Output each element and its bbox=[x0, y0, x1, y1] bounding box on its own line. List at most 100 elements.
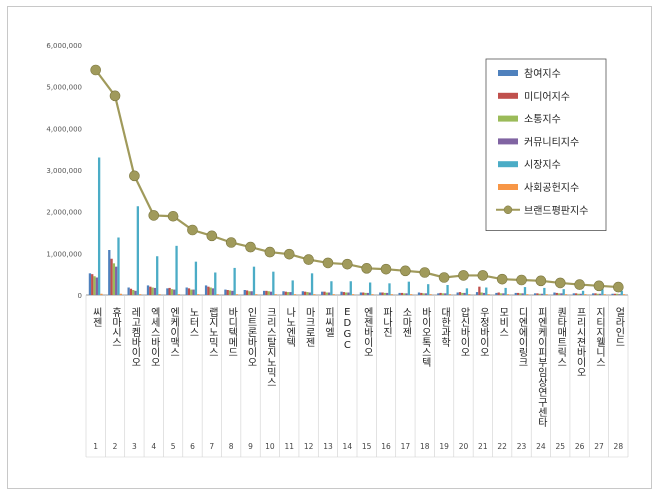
bar-18-series-1 bbox=[417, 292, 421, 295]
bar-5-series-4 bbox=[173, 289, 176, 295]
x-category-label: 랩지노믹스 bbox=[206, 307, 218, 357]
x-category-label: 압신바이오 bbox=[458, 306, 470, 357]
rank-label: 14 bbox=[343, 442, 353, 451]
bar-24-series-5 bbox=[543, 287, 546, 295]
legend-label: 커뮤니티지수 bbox=[524, 136, 579, 148]
rank-label: 17 bbox=[401, 442, 411, 451]
legend-label: 소통지수 bbox=[524, 114, 561, 126]
brand-line-point-3 bbox=[129, 170, 140, 182]
bar-1-series-3 bbox=[93, 276, 96, 295]
bar-20-series-6 bbox=[468, 294, 471, 295]
bar-25-series-1 bbox=[553, 292, 556, 295]
bar-10-series-3 bbox=[267, 291, 270, 295]
bar-13-series-5 bbox=[330, 281, 333, 295]
bar-2-series-3 bbox=[112, 263, 116, 295]
bar-7-series-4 bbox=[211, 288, 215, 295]
x-category-label: 얼라인드 bbox=[613, 307, 625, 347]
bar-2-series-4 bbox=[115, 266, 118, 295]
legend-swatch-4 bbox=[498, 138, 518, 145]
bar-3-series-6 bbox=[138, 294, 142, 295]
bar-3-series-2 bbox=[129, 288, 133, 295]
bar-5-series-1 bbox=[166, 288, 169, 295]
x-category-label: 프리시젼바이오 bbox=[574, 307, 586, 377]
bar-27-series-5 bbox=[601, 289, 604, 295]
bar-19-series-3 bbox=[441, 293, 445, 295]
bar-19-series-2 bbox=[439, 292, 442, 295]
rank-label: 2 bbox=[113, 442, 118, 451]
bar-27-series-4 bbox=[598, 293, 602, 295]
bar-7-series-5 bbox=[214, 272, 217, 295]
bar-9-series-4 bbox=[250, 291, 253, 295]
y-tick-label: 1,000,000 bbox=[46, 250, 82, 258]
brand-line-point-24 bbox=[535, 275, 547, 287]
bar-11-series-3 bbox=[286, 292, 290, 295]
y-axis-ticks: 0 1,000,000 2,000,000 3,000,000 4,000,000 5,0… bbox=[46, 42, 82, 300]
bar-23-series-1 bbox=[514, 292, 517, 295]
bar-4-series-5 bbox=[156, 256, 159, 295]
bar-7-series-1 bbox=[204, 285, 208, 295]
bar-28-series-4 bbox=[618, 294, 621, 295]
x-category-label: 엔젠바이오 bbox=[361, 307, 373, 357]
brand-line-point-11 bbox=[283, 248, 295, 260]
bar-21-series-6 bbox=[487, 294, 490, 295]
brand-line-point-16 bbox=[380, 263, 392, 275]
chart-frame: 0 1,000,000 2,000,000 3,000,000 4,000,000 5,0… bbox=[7, 6, 652, 489]
bar-21-series-5 bbox=[485, 287, 488, 295]
rank-label: 11 bbox=[284, 442, 294, 451]
brand-line-path bbox=[94, 69, 619, 289]
bar-22-series-2 bbox=[497, 292, 500, 295]
rank-number-row: 1 2 3 4 5 6 7 8 9 10 11 12 13 14 15 16 17 18 19 20 21 22 23 24 2… bbox=[85, 295, 629, 458]
bar-17-series-2 bbox=[400, 292, 404, 295]
bar-28-series-3 bbox=[616, 293, 619, 295]
rank-label: 10 bbox=[265, 442, 275, 451]
bar-21-series-1 bbox=[475, 292, 479, 295]
bar-13-series-3 bbox=[325, 292, 328, 295]
bar-2-series-5 bbox=[117, 237, 120, 295]
bar-27-series-3 bbox=[596, 293, 599, 295]
bar-9-series-6 bbox=[255, 294, 258, 295]
x-category-label: 지티지웰니스 bbox=[593, 307, 605, 367]
bar-17-series-5 bbox=[407, 281, 410, 295]
legend-label: 브랜드평판지수 bbox=[524, 205, 588, 217]
x-category-label: 파나진 bbox=[381, 307, 393, 337]
bar-20-series-5 bbox=[465, 288, 469, 295]
bar-13-series-1 bbox=[321, 291, 324, 295]
bar-6-series-2 bbox=[187, 288, 191, 295]
bar-13-series-6 bbox=[332, 294, 335, 295]
bar-6-series-5 bbox=[194, 261, 198, 295]
bar-17-series-1 bbox=[398, 292, 401, 295]
brand-line-point-15 bbox=[361, 263, 372, 274]
rank-label: 27 bbox=[594, 442, 604, 451]
bar-8-series-1 bbox=[224, 289, 227, 295]
brand-line-point-19 bbox=[438, 272, 450, 283]
bar-25-series-6 bbox=[564, 294, 568, 295]
bar-26-series-2 bbox=[575, 293, 578, 295]
x-category-label: 인트론바이오 bbox=[245, 307, 257, 367]
x-category-label: 나노엔텍 bbox=[284, 307, 296, 348]
bar-22-series-1 bbox=[495, 292, 498, 295]
brand-line-point-28 bbox=[613, 281, 624, 293]
rank-label: 15 bbox=[362, 442, 372, 451]
bar-4-series-3 bbox=[151, 287, 154, 295]
bar-10-series-5 bbox=[272, 271, 275, 295]
bar-27-series-6 bbox=[603, 294, 606, 295]
brand-line-point-27 bbox=[593, 280, 605, 292]
bar-12-series-3 bbox=[306, 292, 309, 295]
bar-18-series-2 bbox=[420, 292, 423, 295]
bar-24-series-4 bbox=[540, 293, 544, 295]
bar-15-series-1 bbox=[359, 292, 363, 295]
brand-line-point-2 bbox=[109, 90, 121, 102]
bar-27-series-1 bbox=[592, 293, 595, 295]
bar-22-series-6 bbox=[506, 294, 510, 295]
rank-label: 8 bbox=[229, 442, 234, 451]
rank-label: 4 bbox=[151, 442, 156, 451]
y-tick-label: 6,000,000 bbox=[46, 42, 82, 50]
rank-label: 13 bbox=[323, 442, 333, 451]
x-category-label: 씨젠 bbox=[90, 307, 102, 327]
rank-label: 5 bbox=[171, 442, 176, 451]
bar-12-series-6 bbox=[313, 294, 316, 295]
bar-20-series-4 bbox=[463, 292, 466, 295]
legend-label: 사회공헌지수 bbox=[524, 182, 579, 194]
brand-line-point-13 bbox=[322, 257, 334, 269]
bar-4-series-4 bbox=[153, 287, 157, 295]
